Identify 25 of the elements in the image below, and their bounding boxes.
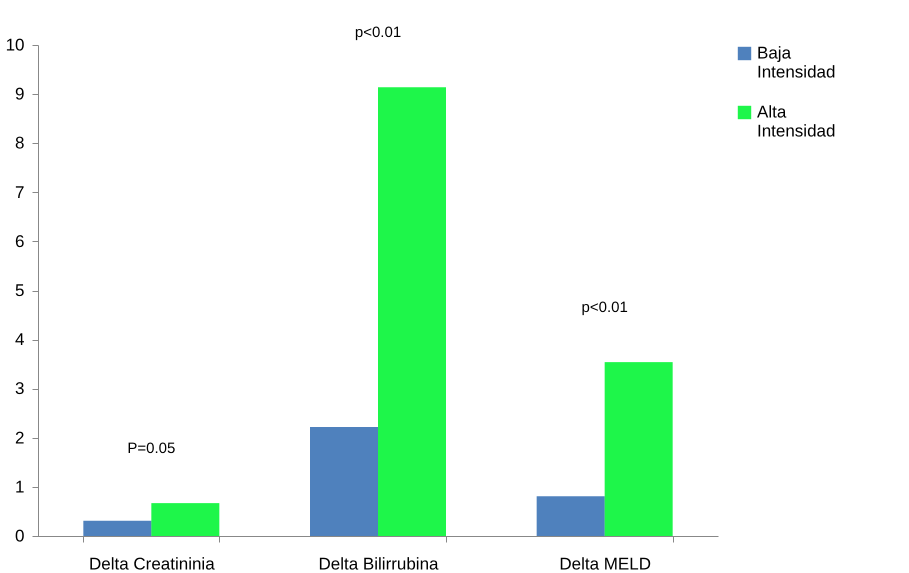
- y-tick-label: 2: [15, 428, 24, 448]
- y-tick-label: 3: [15, 379, 24, 398]
- bar: [604, 362, 673, 536]
- x-tick-label: Delta Creatininia: [88, 554, 216, 573]
- y-tick-label: 1: [15, 477, 24, 496]
- y-tick-label: 9: [15, 84, 24, 104]
- annotation: P=0.05: [127, 440, 176, 458]
- legend-label: Alta Intensidad: [757, 102, 836, 140]
- y-tick-label: 0: [15, 526, 24, 546]
- x-tick-label: Delta MELD: [559, 554, 651, 573]
- text: p<0.01: [354, 24, 402, 42]
- y-tick-label: 10: [6, 36, 24, 54]
- legend-label: Baja Intensidad: [757, 44, 836, 82]
- bar: [310, 427, 378, 536]
- bar: [151, 503, 220, 536]
- annotation: p<0.01: [582, 299, 628, 316]
- y-tick-label: 4: [15, 330, 24, 350]
- bar: [83, 520, 152, 536]
- bar: [536, 496, 605, 536]
- y-tick-label: 8: [15, 134, 24, 153]
- x-tick-label: Delta Bilirrubina: [318, 554, 440, 573]
- y-tick-label: 6: [15, 232, 24, 251]
- bar: [378, 87, 446, 536]
- y-tick-label: 5: [15, 281, 24, 300]
- y-tick-label: 7: [15, 182, 24, 202]
